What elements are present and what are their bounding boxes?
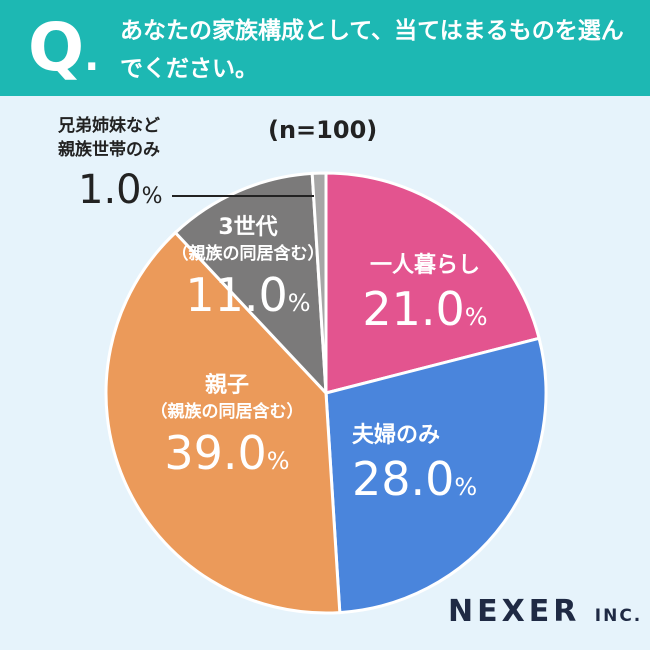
slice-percent-couple: 28.0% bbox=[352, 452, 478, 506]
slice-label-couple: 夫婦のみ 28.0% bbox=[352, 422, 512, 516]
slice-percent-single: 21.0% bbox=[362, 282, 488, 336]
sample-size: (n=100) bbox=[268, 116, 378, 144]
slice-label-three-gen: 3世代 （親族の同居含む） 11.0% bbox=[158, 214, 338, 332]
slice-couple bbox=[324, 336, 548, 615]
slice-percent-parent-child: 39.0% bbox=[164, 426, 290, 480]
question-mark: Q. bbox=[28, 9, 100, 86]
slice-name-single: 一人暮らし bbox=[369, 253, 480, 278]
small-slice-label: 兄弟姉妹など 親族世帯のみ bbox=[58, 114, 160, 162]
question-header: Q. あなたの家族構成として、当てはまるものを選んでください。 bbox=[0, 0, 650, 96]
slice-sub-three-gen: （親族の同居含む） bbox=[171, 244, 325, 264]
slice-single bbox=[324, 171, 541, 395]
slice-siblings bbox=[310, 171, 328, 394]
slice-label-parent-child: 親子 （親族の同居含む） 39.0% bbox=[132, 372, 322, 490]
question-text: あなたの家族構成として、当てはまるものを選んでください。 bbox=[120, 18, 624, 82]
slice-name-three-gen: 3世代 bbox=[218, 215, 278, 240]
slice-parent-child bbox=[104, 230, 342, 615]
slice-label-single: 一人暮らし 21.0% bbox=[350, 252, 500, 346]
slice-percent-three-gen: 11.0% bbox=[185, 268, 311, 322]
small-slice-label-line2: 親族世帯のみ bbox=[58, 140, 160, 160]
slice-three-gen bbox=[173, 171, 328, 398]
small-slice-percent: 1.0% bbox=[78, 167, 163, 213]
small-slice-label-line1: 兄弟姉妹など bbox=[58, 116, 160, 136]
slice-name-parent-child: 親子 bbox=[204, 373, 249, 398]
slice-name-couple: 夫婦のみ bbox=[352, 423, 441, 448]
nexer-logo: NEXER INC. bbox=[448, 594, 643, 629]
slice-sub-parent-child: （親族の同居含む） bbox=[150, 402, 304, 422]
